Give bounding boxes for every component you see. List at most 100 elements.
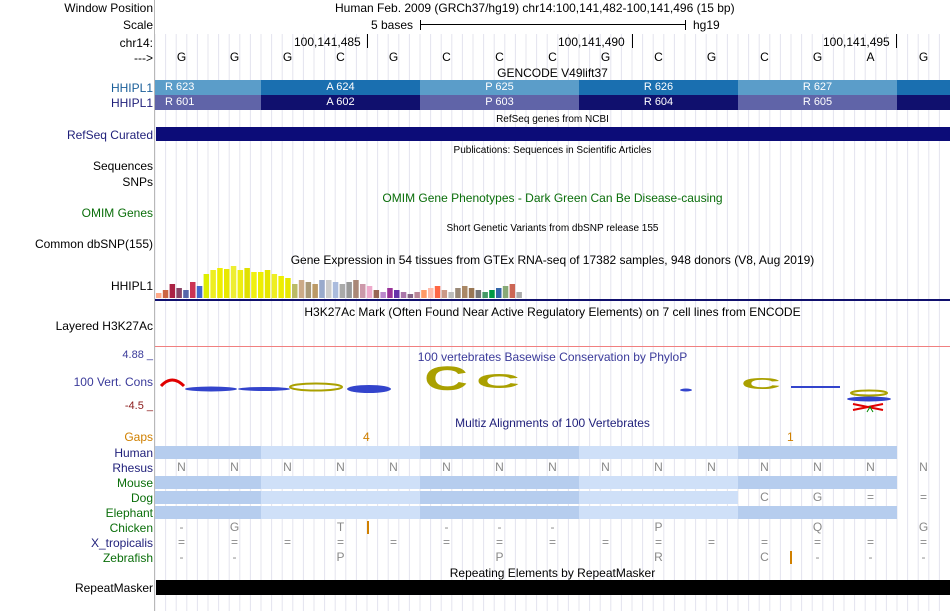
gtex-tissue-bar[interactable]	[353, 280, 359, 298]
gtex-tissue-bar[interactable]	[332, 282, 339, 298]
gtex-tissue-bar[interactable]	[258, 272, 264, 298]
codon-block[interactable]	[897, 95, 950, 110]
gtex-tissue-bar[interactable]	[339, 284, 346, 298]
multiz-species-label[interactable]: Dog	[130, 491, 153, 505]
codon-block[interactable]: R 626	[579, 80, 738, 95]
codon-block[interactable]: R 627	[738, 80, 897, 95]
repeatmasker-element-bar[interactable]	[156, 580, 950, 595]
multiz-aa-block[interactable]	[261, 506, 420, 519]
gtex-tissue-bar[interactable]	[169, 284, 176, 298]
multiz-aa-block[interactable]	[261, 476, 420, 489]
gencode-track-2-label[interactable]: HHIPL1	[110, 96, 153, 110]
multiz-species-label[interactable]: Chicken	[109, 521, 153, 535]
multiz-aa-block[interactable]	[420, 476, 579, 489]
codon-block[interactable]: R 601	[155, 95, 261, 110]
codon-block[interactable]: R 623	[155, 80, 261, 95]
multiz-species-label[interactable]: Rhesus	[112, 461, 153, 475]
refseq-track-label[interactable]: RefSeq Curated	[66, 128, 153, 142]
h3k27ac-track-label[interactable]: Layered H3K27Ac	[55, 319, 153, 333]
gtex-tissue-bar[interactable]	[462, 286, 468, 298]
codon-block[interactable]	[897, 80, 950, 95]
multiz-aa-block[interactable]	[155, 506, 261, 519]
multiz-aa-block[interactable]	[420, 491, 579, 504]
codon-block[interactable]: R 605	[738, 95, 897, 110]
publications-sequences-label[interactable]: Sequences	[92, 159, 153, 173]
gtex-tissue-bar[interactable]	[489, 290, 495, 298]
gtex-tissue-bar[interactable]	[360, 284, 366, 298]
gtex-tissue-bar[interactable]	[428, 288, 434, 298]
codon-block[interactable]: P 625	[420, 80, 579, 95]
multiz-aa-block[interactable]	[155, 491, 261, 504]
gtex-tissue-bar[interactable]	[298, 280, 305, 298]
gtex-tissue-bar[interactable]	[319, 280, 325, 298]
multiz-aa-block[interactable]	[420, 446, 579, 459]
multiz-species-label[interactable]: X_tropicalis	[90, 536, 153, 550]
gtex-tissue-bar[interactable]	[264, 270, 271, 298]
gtex-tissue-bar[interactable]	[156, 293, 162, 298]
multiz-aa-block[interactable]	[261, 446, 420, 459]
gtex-tissue-bar[interactable]	[190, 282, 196, 298]
codon-block[interactable]: A 602	[261, 95, 420, 110]
gtex-tissue-bar[interactable]	[380, 292, 386, 298]
gencode-track-1-label[interactable]: HHIPL1	[110, 81, 153, 95]
gtex-tissue-bar[interactable]	[292, 284, 298, 298]
multiz-aa-block[interactable]	[261, 491, 420, 504]
multiz-species-label[interactable]: Zebrafish	[102, 551, 153, 565]
gtex-tissue-bar[interactable]	[502, 286, 509, 298]
multiz-aa-block[interactable]	[155, 446, 261, 459]
gtex-tissue-bar[interactable]	[251, 272, 257, 298]
gtex-tissue-bar[interactable]	[482, 292, 488, 298]
multiz-species-label[interactable]: Mouse	[116, 476, 153, 490]
multiz-aa-block[interactable]	[738, 506, 897, 519]
multiz-aa-block[interactable]	[738, 476, 897, 489]
gtex-expression-bars[interactable]	[156, 262, 556, 300]
multiz-aa-block[interactable]	[420, 506, 579, 519]
gtex-tissue-bar[interactable]	[496, 288, 502, 298]
gtex-tissue-bar[interactable]	[271, 274, 278, 298]
phylop-track-label[interactable]: 100 Vert. Cons	[73, 375, 153, 389]
omim-track-label[interactable]: OMIM Genes	[81, 206, 153, 220]
multiz-aa-block[interactable]	[579, 491, 738, 504]
gtex-tissue-bar[interactable]	[455, 288, 461, 298]
multiz-aa-block[interactable]	[579, 446, 738, 459]
repeatmasker-track-label[interactable]: RepeatMasker	[74, 581, 153, 595]
gtex-tissue-bar[interactable]	[394, 290, 400, 298]
gtex-tissue-bar[interactable]	[237, 270, 244, 298]
gtex-tissue-bar[interactable]	[224, 269, 230, 298]
gtex-tissue-bar[interactable]	[312, 284, 318, 298]
multiz-species-label[interactable]: Elephant	[105, 506, 153, 520]
gtex-tissue-bar[interactable]	[285, 278, 291, 298]
codon-block[interactable]: A 624	[261, 80, 420, 95]
gtex-tissue-bar[interactable]	[448, 292, 454, 298]
gtex-tissue-bar[interactable]	[366, 286, 373, 298]
phylop-conservation-logo[interactable]: C C C	[156, 360, 950, 415]
gtex-tissue-bar[interactable]	[217, 268, 223, 298]
gtex-tissue-bar[interactable]	[176, 288, 182, 298]
gtex-tissue-bar[interactable]	[162, 290, 169, 298]
gtex-tissue-bar[interactable]	[400, 292, 407, 298]
gtex-tissue-bar[interactable]	[183, 290, 189, 298]
multiz-aa-block[interactable]	[579, 476, 738, 489]
gtex-tissue-bar[interactable]	[210, 270, 216, 298]
gtex-tissue-bar[interactable]	[509, 284, 516, 298]
gtex-tissue-bar[interactable]	[414, 292, 420, 298]
gtex-tissue-bar[interactable]	[203, 274, 210, 298]
gtex-tissue-bar[interactable]	[196, 286, 203, 298]
gtex-tissue-bar[interactable]	[305, 282, 312, 298]
gtex-tissue-bar[interactable]	[387, 288, 393, 298]
gtex-tissue-bar[interactable]	[326, 280, 332, 298]
gtex-tissue-bar[interactable]	[244, 268, 250, 298]
multiz-aa-block[interactable]	[579, 506, 738, 519]
publications-snps-label[interactable]: SNPs	[122, 175, 153, 189]
multiz-aa-block[interactable]	[155, 476, 261, 489]
codon-block[interactable]: R 604	[579, 95, 738, 110]
gtex-tissue-bar[interactable]	[278, 276, 284, 298]
gtex-tissue-bar[interactable]	[475, 290, 482, 298]
dbsnp-track-label[interactable]: Common dbSNP(155)	[34, 237, 153, 251]
gtex-tissue-bar[interactable]	[230, 266, 237, 298]
refseq-gene-bar[interactable]	[156, 127, 950, 141]
gtex-tissue-bar[interactable]	[373, 290, 380, 298]
multiz-species-label[interactable]: Human	[114, 446, 153, 460]
codon-block[interactable]: P 603	[420, 95, 579, 110]
gtex-tissue-bar[interactable]	[516, 292, 522, 298]
